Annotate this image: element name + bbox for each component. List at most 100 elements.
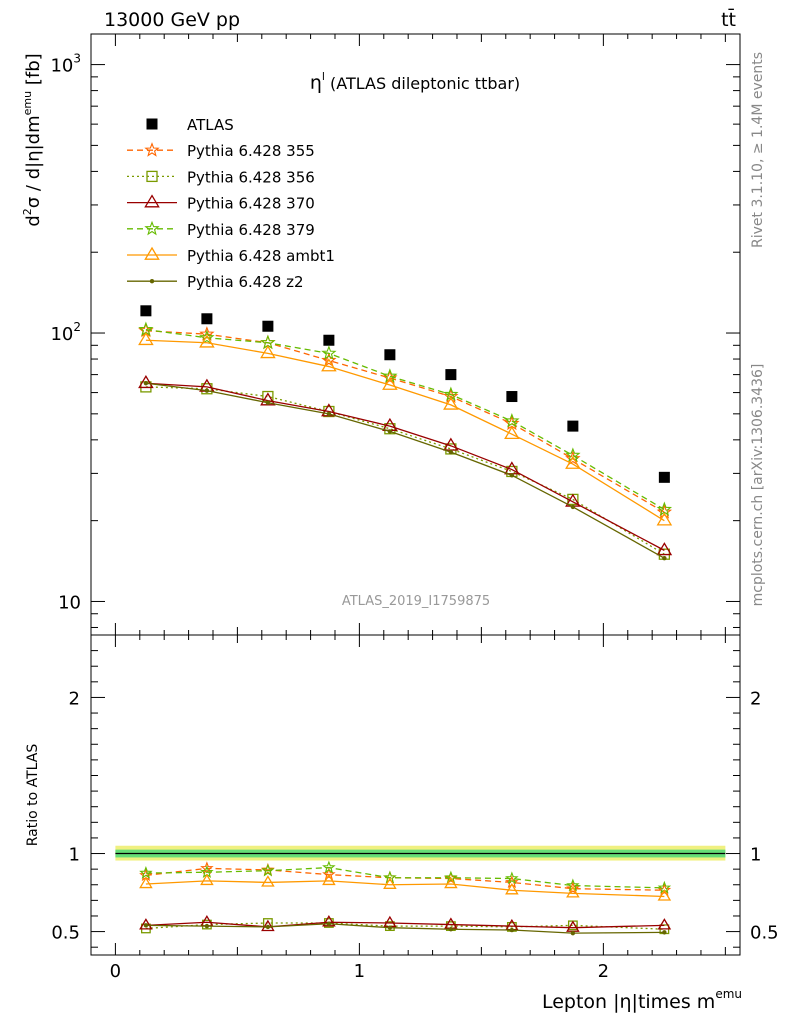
ratio-point-pythia-6-428-355 xyxy=(200,861,214,875)
legend-label-pythia-6-428-370: Pythia 6.428 370 xyxy=(187,195,315,213)
legend-marker-pythia-6-428-379 xyxy=(144,220,160,236)
main-line-pythia-6-428-379 xyxy=(145,328,665,511)
ratio-point-pythia-6-428-ambt1 xyxy=(322,873,336,886)
ratio-series-pythia-6-428-370 xyxy=(139,914,672,932)
main-title-rest: (ATLAS dileptonic ttbar) xyxy=(325,74,520,93)
legend-marker-pythia-6-428-356 xyxy=(146,170,158,183)
main-point-pythia-6-428-379 xyxy=(199,329,215,345)
ratio-point-pythia-6-428-z2 xyxy=(448,927,454,932)
main-point-pythia-6-428-355 xyxy=(443,388,459,404)
main-point-pythia-6-428-ambt1 xyxy=(321,358,337,372)
main-panel: 10 102 103 ηl (ATLAS dileptonic ttbar) d2σ… xyxy=(21,33,741,636)
ratio-y-axis-label: Ratio to ATLAS xyxy=(25,744,41,847)
ratio-line-pythia-6-428-ambt1 xyxy=(145,880,665,898)
rivet-version-label: Rivet 3.1.10, ≥ 1.4M events xyxy=(750,52,766,248)
ratio-point-pythia-6-428-z2 xyxy=(662,930,667,935)
main-y-tick-label: 102 xyxy=(50,320,81,345)
ratio-point-pythia-6-428-z2 xyxy=(265,924,271,930)
main-point-atlas xyxy=(140,305,152,317)
ratio-point-pythia-6-428-ambt1 xyxy=(444,876,458,889)
x-axis-label: Lepton |η|times memu xyxy=(542,987,742,1013)
main-series-pythia-6-428-355 xyxy=(138,322,673,519)
main-point-atlas xyxy=(506,391,518,403)
ratio-y-tick-label-right: 0.5 xyxy=(750,923,779,944)
legend-item-pythia-6-428-379: Pythia 6.428 379 xyxy=(127,220,315,239)
main-point-pythia-6-428-z2 xyxy=(570,504,576,510)
ratio-y-tick-label-right: 1 xyxy=(750,845,761,866)
ratio-point-pythia-6-428-z2 xyxy=(387,925,393,930)
main-point-pythia-6-428-ambt1 xyxy=(199,334,215,348)
ylabel-part-e: [fb] xyxy=(23,53,44,91)
main-point-atlas xyxy=(658,471,670,483)
main-point-pythia-6-428-355 xyxy=(656,504,673,519)
main-point-pythia-6-428-z2 xyxy=(662,555,667,561)
main-series-pythia-6-428-356 xyxy=(140,381,671,560)
main-point-pythia-6-428-ambt1 xyxy=(504,425,520,440)
ratio-point-pythia-6-428-ambt1 xyxy=(139,876,153,889)
main-point-pythia-6-428-z2 xyxy=(387,429,393,434)
main-y-tick-label: 103 xyxy=(50,52,81,77)
main-line-pythia-6-428-356 xyxy=(145,386,665,555)
main-point-pythia-6-428-z2 xyxy=(448,449,454,455)
main-line-pythia-6-428-355 xyxy=(145,330,665,513)
main-point-pythia-6-428-379 xyxy=(656,501,673,517)
main-point-pythia-6-428-ambt1 xyxy=(138,331,154,346)
main-point-pythia-6-428-ambt1 xyxy=(565,455,581,469)
ratio-line-pythia-6-428-370 xyxy=(145,921,665,929)
main-series-pythia-6-428-ambt1 xyxy=(138,331,673,526)
ratio-point-pythia-6-428-ambt1 xyxy=(383,877,397,889)
ratio-point-pythia-6-428-ambt1 xyxy=(566,886,580,898)
main-point-pythia-6-428-z2 xyxy=(509,473,515,478)
ratio-y-tick-label-left: 1 xyxy=(69,845,80,866)
ylabel-part-d: emu xyxy=(21,91,34,115)
main-point-atlas xyxy=(323,334,335,346)
main-point-pythia-6-428-370 xyxy=(138,374,154,389)
main-point-pythia-6-428-z2 xyxy=(265,400,271,405)
ratio-y-tick-label-left: 2 xyxy=(69,688,80,709)
main-line-pythia-6-428-z2 xyxy=(145,382,665,559)
main-series-pythia-6-428-z2 xyxy=(143,381,667,561)
legend-marker-pythia-6-428-z2 xyxy=(149,279,155,284)
legend-label-pythia-6-428-355: Pythia 6.428 355 xyxy=(187,142,315,160)
legend-item-pythia-6-428-z2: Pythia 6.428 z2 xyxy=(127,273,304,291)
ratio-point-pythia-6-428-ambt1 xyxy=(261,875,275,887)
legend-item-pythia-6-428-370: Pythia 6.428 370 xyxy=(127,194,315,213)
legend-label-atlas: ATLAS xyxy=(187,116,234,134)
ylabel-part-b: 2 xyxy=(21,208,34,215)
ratio-x-tick-label: 2 xyxy=(598,961,609,982)
ratio-panel: 0.5 0.5 1 1 2 2 0 1 2 Ratio to ATLAS Lepton |η|… xyxy=(25,634,779,1013)
legend-item-pythia-6-428-ambt1: Pythia 6.428 ambt1 xyxy=(127,246,335,265)
legend-item-atlas: ATLAS xyxy=(146,116,234,134)
ratio-point-pythia-6-428-379 xyxy=(505,871,519,885)
main-point-pythia-6-428-355 xyxy=(565,450,581,466)
main-point-pythia-6-428-355 xyxy=(321,352,337,368)
x-axis-label-sup: emu xyxy=(715,987,742,1001)
main-point-pythia-6-428-ambt1 xyxy=(443,396,459,410)
main-line-pythia-6-428-370 xyxy=(145,382,665,551)
main-point-pythia-6-428-370 xyxy=(656,542,673,556)
ratio-series-pythia-6-428-z2 xyxy=(143,921,667,936)
ratio-point-pythia-6-428-ambt1 xyxy=(200,873,214,886)
ratio-series-pythia-6-428-ambt1 xyxy=(139,873,672,901)
main-point-pythia-6-428-ambt1 xyxy=(260,345,276,359)
ratio-line-pythia-6-428-355 xyxy=(145,867,665,891)
ratio-point-pythia-6-428-ambt1 xyxy=(505,882,519,895)
ratio-point-pythia-6-428-z2 xyxy=(143,923,149,928)
main-point-atlas xyxy=(567,420,579,432)
ratio-point-pythia-6-428-379 xyxy=(444,870,458,884)
main-series-atlas xyxy=(140,305,670,483)
legend-marker-atlas xyxy=(146,118,158,130)
main-point-pythia-6-428-z2 xyxy=(326,411,332,417)
legend-item-pythia-6-428-355: Pythia 6.428 355 xyxy=(127,142,315,160)
legend-item-pythia-6-428-356: Pythia 6.428 356 xyxy=(127,168,315,186)
ratio-plot-frame xyxy=(90,634,741,956)
legend-label-pythia-6-428-z2: Pythia 6.428 z2 xyxy=(187,273,304,291)
header-process-label: tt̄ xyxy=(721,7,736,31)
ratio-point-pythia-6-428-ambt1 xyxy=(657,889,672,901)
ratio-point-pythia-6-428-379 xyxy=(261,863,275,877)
ratio-line-pythia-6-428-z2 xyxy=(145,923,665,934)
legend-marker-pythia-6-428-370 xyxy=(144,194,160,208)
ratio-point-pythia-6-428-z2 xyxy=(570,930,576,936)
ratio-point-pythia-6-428-370 xyxy=(139,918,153,930)
